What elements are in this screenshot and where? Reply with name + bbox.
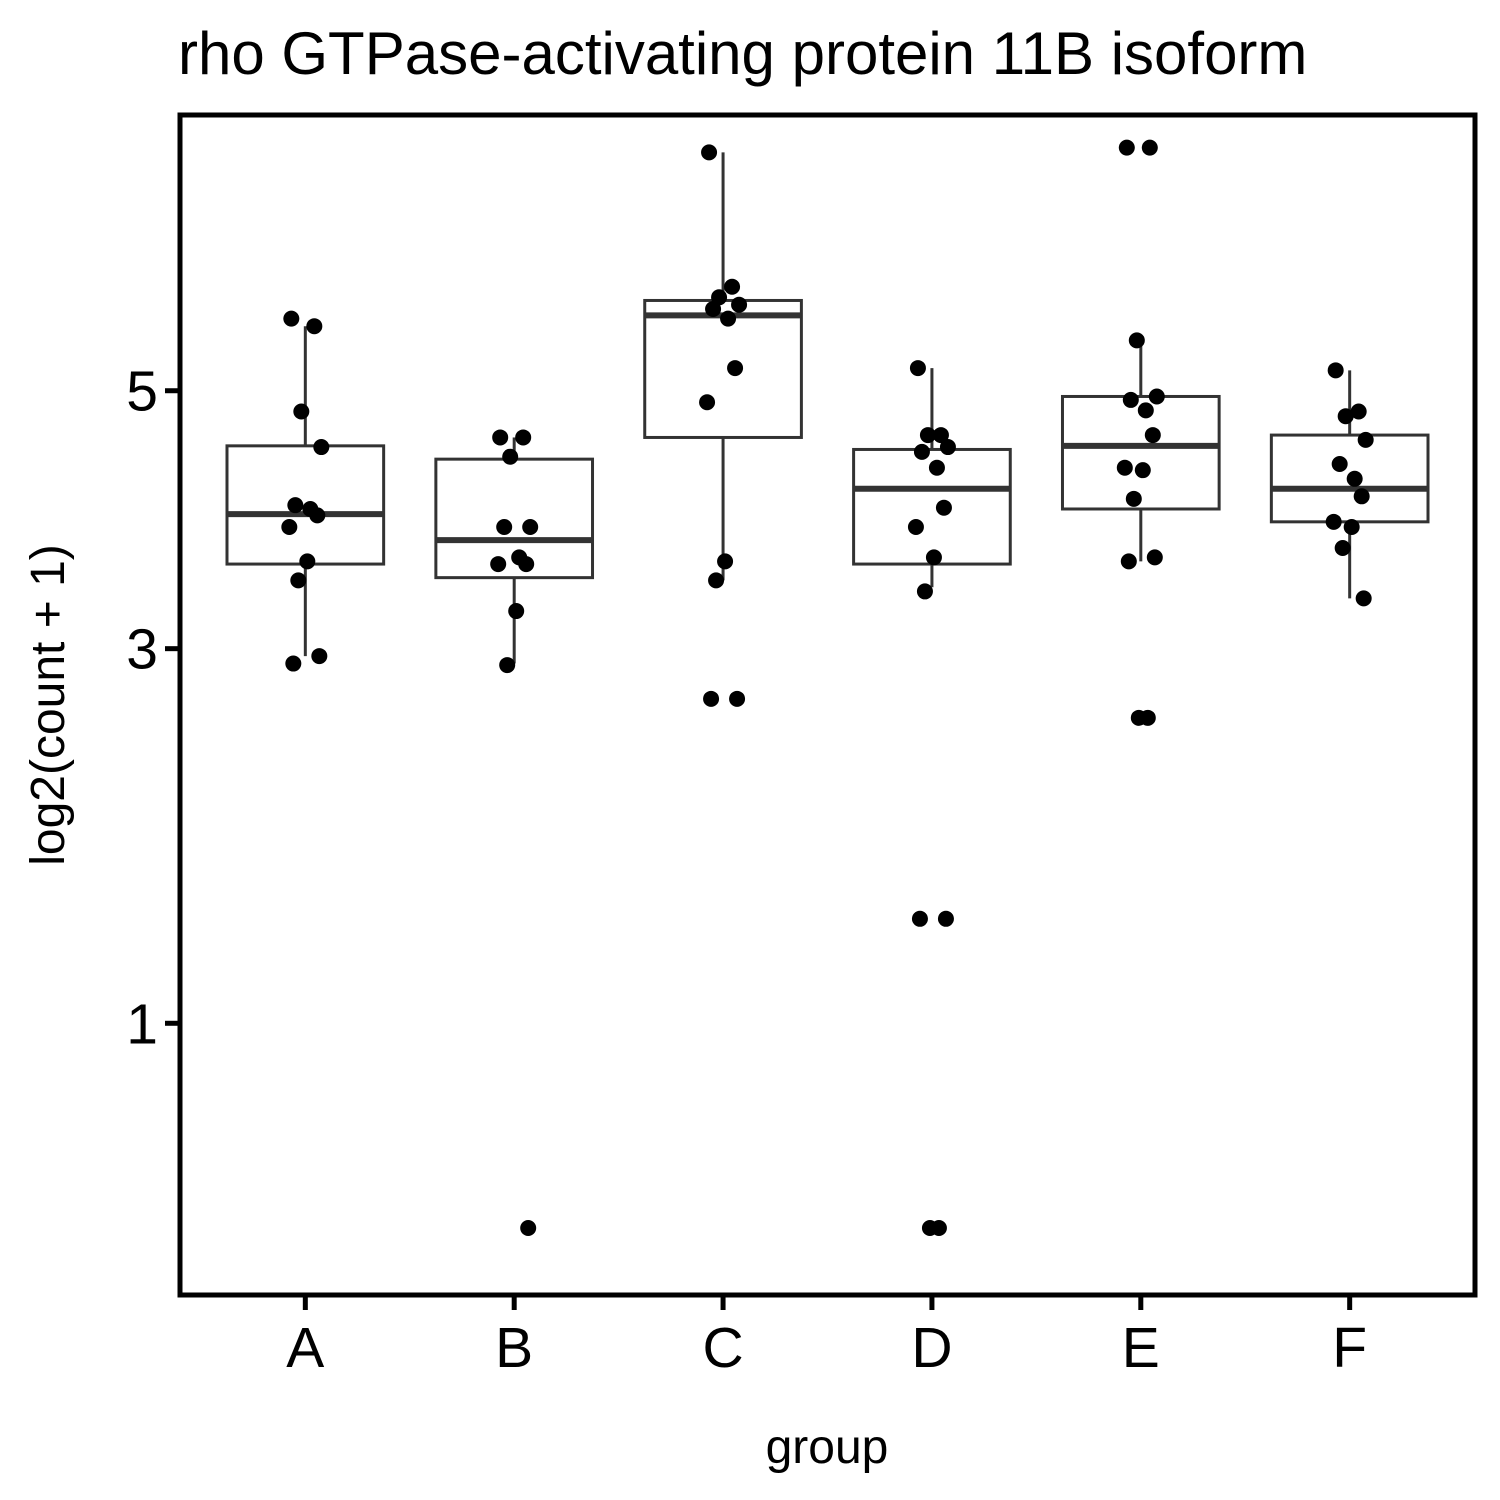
data-point xyxy=(1350,403,1367,420)
data-point xyxy=(293,403,310,420)
data-point xyxy=(490,556,507,573)
data-point xyxy=(1122,391,1139,408)
data-point xyxy=(1134,462,1151,479)
data-point xyxy=(502,448,519,465)
data-point xyxy=(499,657,516,674)
data-point xyxy=(720,310,737,327)
data-point xyxy=(939,439,956,456)
data-point xyxy=(313,439,330,456)
data-point xyxy=(708,572,725,589)
data-point xyxy=(1120,553,1137,570)
data-point xyxy=(729,690,746,707)
data-point xyxy=(1148,388,1165,405)
data-point xyxy=(1325,513,1342,530)
x-axis-title: group xyxy=(766,1421,889,1474)
data-point xyxy=(306,318,323,335)
data-point xyxy=(518,556,535,573)
x-tick-label: A xyxy=(286,1316,324,1380)
data-point xyxy=(515,429,532,446)
data-point xyxy=(731,296,748,313)
data-point xyxy=(1327,362,1344,379)
data-point xyxy=(1331,456,1348,473)
data-point xyxy=(311,648,328,665)
plot-data-layer xyxy=(225,139,1430,1236)
data-point xyxy=(703,690,720,707)
data-point xyxy=(522,519,539,536)
data-point xyxy=(1116,459,1133,476)
data-point xyxy=(520,1219,537,1236)
data-point xyxy=(281,519,298,536)
data-point xyxy=(717,553,734,570)
chart-title: rho GTPase-activating protein 11B isofor… xyxy=(178,20,1307,87)
data-point xyxy=(919,427,936,444)
data-point xyxy=(1125,490,1142,507)
data-point xyxy=(1346,470,1363,487)
data-point xyxy=(925,549,942,566)
data-point xyxy=(287,497,304,514)
x-tick-label: B xyxy=(495,1316,533,1380)
data-point xyxy=(299,553,316,570)
data-point xyxy=(1118,139,1135,156)
data-point xyxy=(1146,549,1163,566)
x-tick-label: C xyxy=(702,1316,743,1380)
data-point xyxy=(1141,139,1158,156)
data-point xyxy=(937,910,954,927)
y-tick-label: 1 xyxy=(126,992,158,1056)
data-point xyxy=(699,394,716,411)
data-point xyxy=(705,300,722,317)
data-point xyxy=(1334,540,1351,557)
data-point xyxy=(724,278,741,295)
y-tick-label: 3 xyxy=(126,618,158,682)
data-point xyxy=(309,507,326,524)
data-point xyxy=(909,360,926,377)
box-group-E xyxy=(1060,345,1221,562)
data-point xyxy=(916,583,933,600)
data-point xyxy=(701,144,718,161)
data-point xyxy=(932,427,949,444)
x-tick-label: D xyxy=(911,1316,952,1380)
data-point xyxy=(283,310,300,327)
data-point xyxy=(913,443,930,460)
data-point xyxy=(1357,431,1374,448)
data-point xyxy=(935,499,952,516)
data-point xyxy=(911,910,928,927)
data-point xyxy=(1130,709,1147,726)
data-point xyxy=(921,1219,938,1236)
y-axis: 1 3 5 xyxy=(126,360,180,1056)
data-point xyxy=(1343,519,1360,536)
data-point xyxy=(1137,402,1154,419)
data-point xyxy=(1128,332,1145,349)
data-point xyxy=(907,519,924,536)
data-point xyxy=(1355,590,1372,607)
plot-panel-border xyxy=(177,112,1478,1298)
data-point xyxy=(727,360,744,377)
data-point xyxy=(285,655,302,672)
data-point xyxy=(508,603,525,620)
data-point xyxy=(1144,427,1161,444)
box-group-A xyxy=(225,326,386,657)
data-point xyxy=(1353,488,1370,505)
x-tick-label: E xyxy=(1122,1316,1160,1380)
data-point xyxy=(492,429,509,446)
y-tick-label: 5 xyxy=(126,360,158,424)
box-group-B xyxy=(434,437,595,664)
data-point xyxy=(496,519,513,536)
data-point xyxy=(290,572,307,589)
data-point xyxy=(928,459,945,476)
data-point xyxy=(1337,408,1354,425)
x-tick-label: F xyxy=(1332,1316,1367,1380)
box-group-C xyxy=(643,152,803,581)
y-axis-title: log2(count + 1) xyxy=(22,544,75,866)
x-axis: A B C D E F xyxy=(286,1295,1367,1380)
